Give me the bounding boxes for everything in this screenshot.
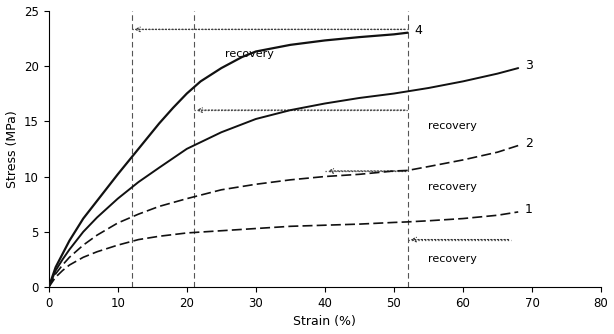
X-axis label: Strain (%): Strain (%) bbox=[293, 315, 356, 328]
Text: 2: 2 bbox=[525, 137, 533, 150]
Text: recovery: recovery bbox=[429, 182, 477, 192]
Text: 4: 4 bbox=[414, 24, 422, 37]
Text: recovery: recovery bbox=[429, 121, 477, 131]
Text: 3: 3 bbox=[525, 59, 533, 72]
Text: recovery: recovery bbox=[429, 254, 477, 264]
Y-axis label: Stress (MPa): Stress (MPa) bbox=[6, 110, 18, 188]
Text: recovery: recovery bbox=[225, 49, 273, 59]
Text: 1: 1 bbox=[525, 203, 533, 216]
